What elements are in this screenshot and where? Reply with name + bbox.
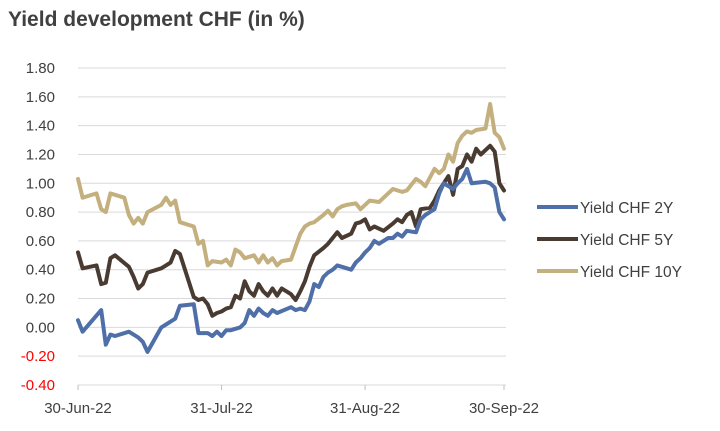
x-tick-label: 30-Jun-22 [44,400,112,417]
x-tick-label: 31-Aug-22 [330,400,400,417]
y-tick-label: 1.80 [26,60,55,77]
y-tick-label: 0.40 [26,262,55,279]
legend-label: Yield CHF 5Y [580,232,673,249]
legend-label: Yield CHF 2Y [580,200,673,217]
legend: Yield CHF 2Y Yield CHF 5Y Yield CHF 10Y [537,200,682,281]
y-tick-label: 1.60 [26,89,55,106]
y-tick-label: 1.20 [26,146,55,163]
y-tick-label: 0.00 [26,319,55,336]
series-line-yield-chf-2y [76,166,506,354]
y-tick-label: 0.60 [26,233,55,250]
x-axis: 30-Jun-22 31-Jul-22 31-Aug-22 30-Sep-22 [44,385,539,417]
y-axis-ticks: 1.80 1.60 1.40 1.20 1.00 0.80 0.60 0.40 0.20 0.00… [21,60,55,394]
gridlines [78,67,506,386]
y-tick-label: 1.40 [26,118,55,135]
x-tick-label: 30-Sep-22 [469,400,539,417]
chart-title: Yield development CHF (in %) [8,8,305,31]
y-tick-label: 0.20 [26,291,55,308]
y-tick-label: -0.20 [21,348,55,365]
series-line-yield-chf-10y [76,102,506,268]
y-tick-label: -0.40 [21,377,55,394]
series-lines [76,102,506,354]
series-line-yield-chf-5y [76,143,506,318]
y-tick-label: 0.80 [26,204,55,221]
x-tick-label: 31-Jul-22 [190,400,253,417]
y-tick-label: 1.00 [26,175,55,192]
legend-label: Yield CHF 10Y [580,264,682,281]
